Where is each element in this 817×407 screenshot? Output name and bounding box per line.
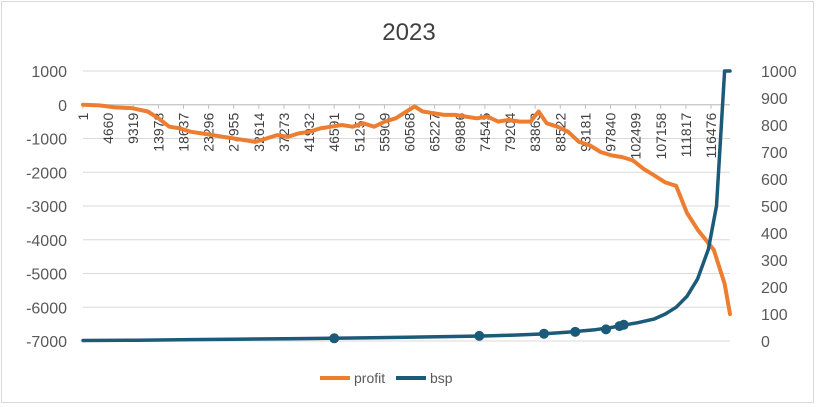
x-tick-label: 65227 (427, 113, 443, 152)
legend-label-bsp: bsp (430, 370, 453, 386)
x-tick-label: 46591 (326, 113, 342, 152)
series-marker-bsp (570, 326, 581, 337)
y-right-tick-label: 500 (761, 199, 788, 216)
x-tick-label: 102499 (628, 113, 644, 160)
left-axis: 1000 0 -1000 -2000 -3000 -4000 -5000 -6000 -7000 (26, 64, 67, 351)
x-tick-label: 18637 (175, 113, 191, 152)
y-left-tick-label: 1000 (31, 64, 67, 81)
y-left-tick-label: -2000 (26, 165, 67, 182)
y-left-tick-label: -4000 (26, 233, 67, 250)
y-left-tick-label: -3000 (26, 199, 67, 216)
series-marker-bsp (618, 319, 629, 330)
x-axis: 1 4660 9319 13978 18637 23296 27955 32614 37273 4… (75, 104, 730, 160)
chart-title: 2023 (382, 19, 435, 46)
x-tick-label: 1 (75, 113, 91, 121)
x-tick-label: 37273 (276, 113, 292, 152)
x-tick-label: 51250 (351, 113, 367, 152)
series-marker-bsp (538, 328, 549, 339)
x-tick-label: 23296 (201, 113, 217, 152)
y-right-tick-label: 0 (761, 334, 770, 351)
y-left-tick-label: -6000 (26, 300, 67, 317)
series-line-profit (81, 102, 732, 316)
y-right-tick-label: 600 (761, 172, 788, 189)
y-right-tick-label: 800 (761, 118, 788, 135)
series-marker-bsp (329, 333, 340, 344)
series-layer (81, 69, 732, 344)
series-line-bsp (81, 69, 732, 343)
y-left-tick-label: -5000 (26, 267, 67, 284)
y-right-tick-label: 1000 (761, 64, 797, 81)
x-tick-label: 97840 (603, 113, 619, 152)
x-tick-label: 60568 (402, 113, 418, 152)
y-right-tick-label: 900 (761, 91, 788, 108)
y-right-tick-label: 400 (761, 226, 788, 243)
series-marker-bsp (474, 330, 485, 341)
chart-svg: 2023 10000-1000-2000-3000-4000-5000-6000… (26, 19, 797, 386)
y-right-tick-label: 700 (761, 145, 788, 162)
x-tick-label: 111817 (678, 113, 694, 158)
y-right-tick-label: 100 (761, 307, 788, 324)
y-right-tick-label: 200 (761, 280, 788, 297)
series-marker-bsp (600, 324, 611, 335)
x-tick-label: 32614 (251, 113, 267, 152)
x-tick-label: 27955 (226, 113, 242, 152)
x-tick-label: 107158 (653, 113, 669, 160)
x-tick-label: 69886 (452, 113, 468, 152)
x-tick-label: 88522 (552, 113, 568, 152)
y-right-tick-label: 300 (761, 253, 788, 270)
y-left-tick-label: -7000 (26, 334, 67, 351)
y-left-tick-label: -1000 (26, 132, 67, 149)
x-tick-label: 74545 (477, 113, 493, 152)
legend: profit bsp (320, 370, 453, 386)
x-tick-label: 4660 (100, 113, 116, 144)
x-tick-label: 116476 (703, 113, 719, 159)
legend-label-profit: profit (354, 370, 385, 386)
x-tick-label: 9319 (125, 113, 141, 144)
y-left-tick-label: 0 (58, 98, 67, 115)
